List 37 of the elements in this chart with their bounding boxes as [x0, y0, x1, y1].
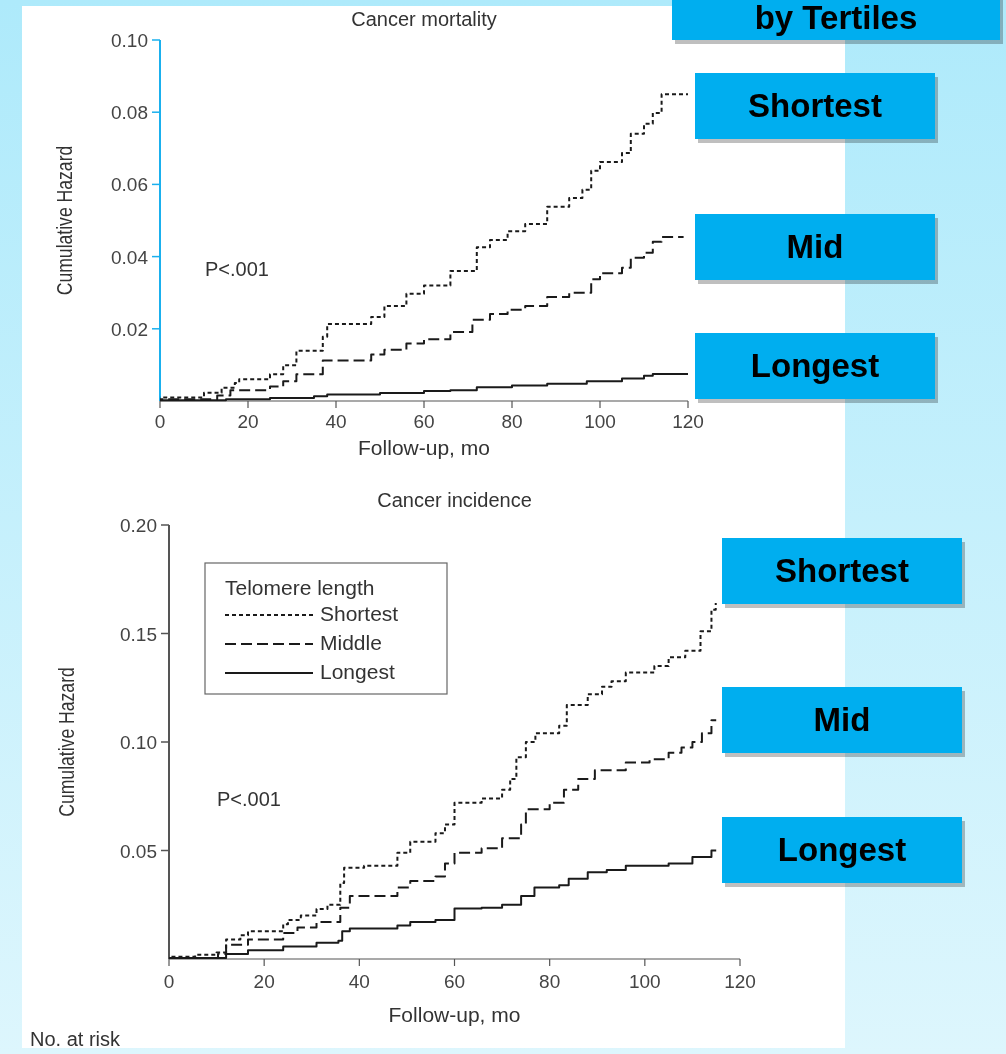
x-tick-label: 120: [672, 411, 704, 432]
x-tick-label: 0: [163, 971, 175, 992]
y-tick-label: 0.06: [111, 174, 148, 196]
x-axis-title: Follow-up, mo: [358, 436, 490, 459]
text: No. at risk: [30, 1028, 122, 1050]
chart-title: Cancer mortality: [351, 8, 497, 30]
x-tick-label: 100: [584, 411, 616, 432]
x-tick-label: 40: [348, 971, 370, 992]
y-tick-label: 0.04: [111, 246, 149, 268]
x-tick-label: 20: [237, 411, 259, 432]
x-tick-label: 0: [154, 411, 166, 432]
y-tick-label: 0.10: [111, 30, 148, 51]
y-tick-label: 0.10: [120, 732, 157, 753]
annotation: P<.001: [205, 258, 269, 280]
legend-label: Shortest: [320, 602, 399, 625]
y-axis-title: Cumulative Hazard: [54, 667, 79, 817]
y-axis-title: Cumulative Hazard: [52, 145, 77, 296]
x-tick-label: 60: [443, 971, 466, 992]
legend-title: Telomere length: [225, 576, 375, 599]
x-tick-label: 60: [413, 411, 435, 432]
x-tick-label: 80: [539, 971, 561, 992]
x-axis-title: Follow-up, mo: [388, 1003, 521, 1026]
x-tick-label: 40: [325, 411, 347, 432]
annotation: P<.001: [217, 788, 281, 810]
y-tick-label: 0.05: [120, 840, 157, 862]
x-tick-label: 120: [724, 971, 756, 992]
y-tick-label: 0.15: [120, 623, 157, 645]
label-box: by Tertiles: [672, 0, 1003, 44]
legend-label: Longest: [320, 660, 395, 683]
legend-label: Middle: [320, 631, 382, 654]
chart-title: Cancer incidence: [377, 489, 532, 511]
x-tick-label: 80: [501, 411, 523, 432]
x-tick-label: 20: [253, 971, 275, 992]
y-tick-label: 0.20: [120, 515, 157, 536]
y-tick-label: 0.02: [111, 318, 148, 340]
x-tick-label: 100: [628, 971, 661, 992]
y-tick-label: 0.08: [111, 102, 148, 124]
